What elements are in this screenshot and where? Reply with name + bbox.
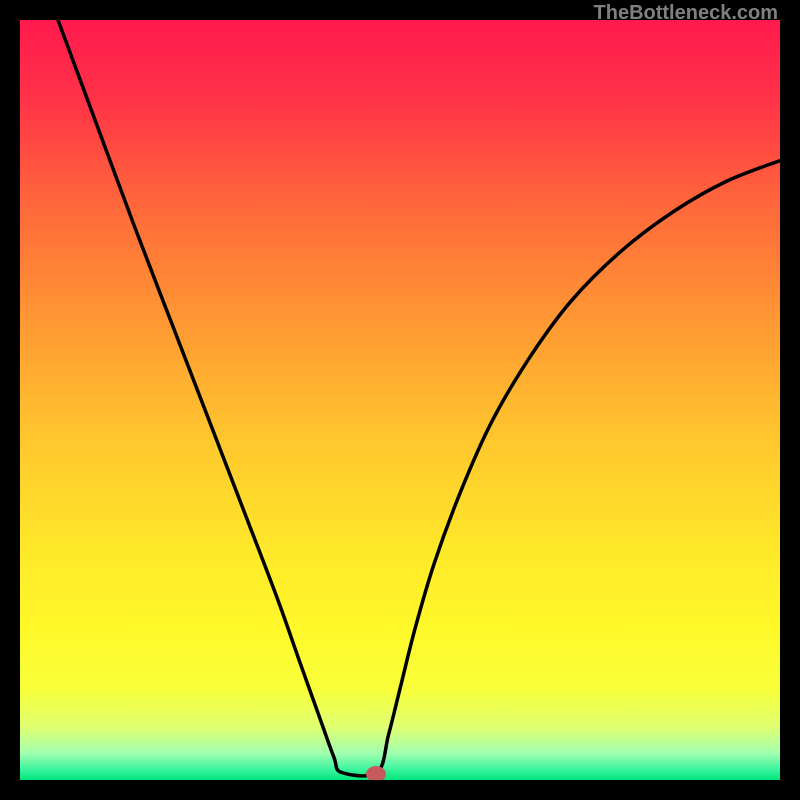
plot-area	[20, 20, 780, 780]
optimal-point-marker	[366, 766, 386, 780]
watermark-text: TheBottleneck.com	[594, 2, 778, 25]
bottleneck-curve	[20, 20, 780, 780]
